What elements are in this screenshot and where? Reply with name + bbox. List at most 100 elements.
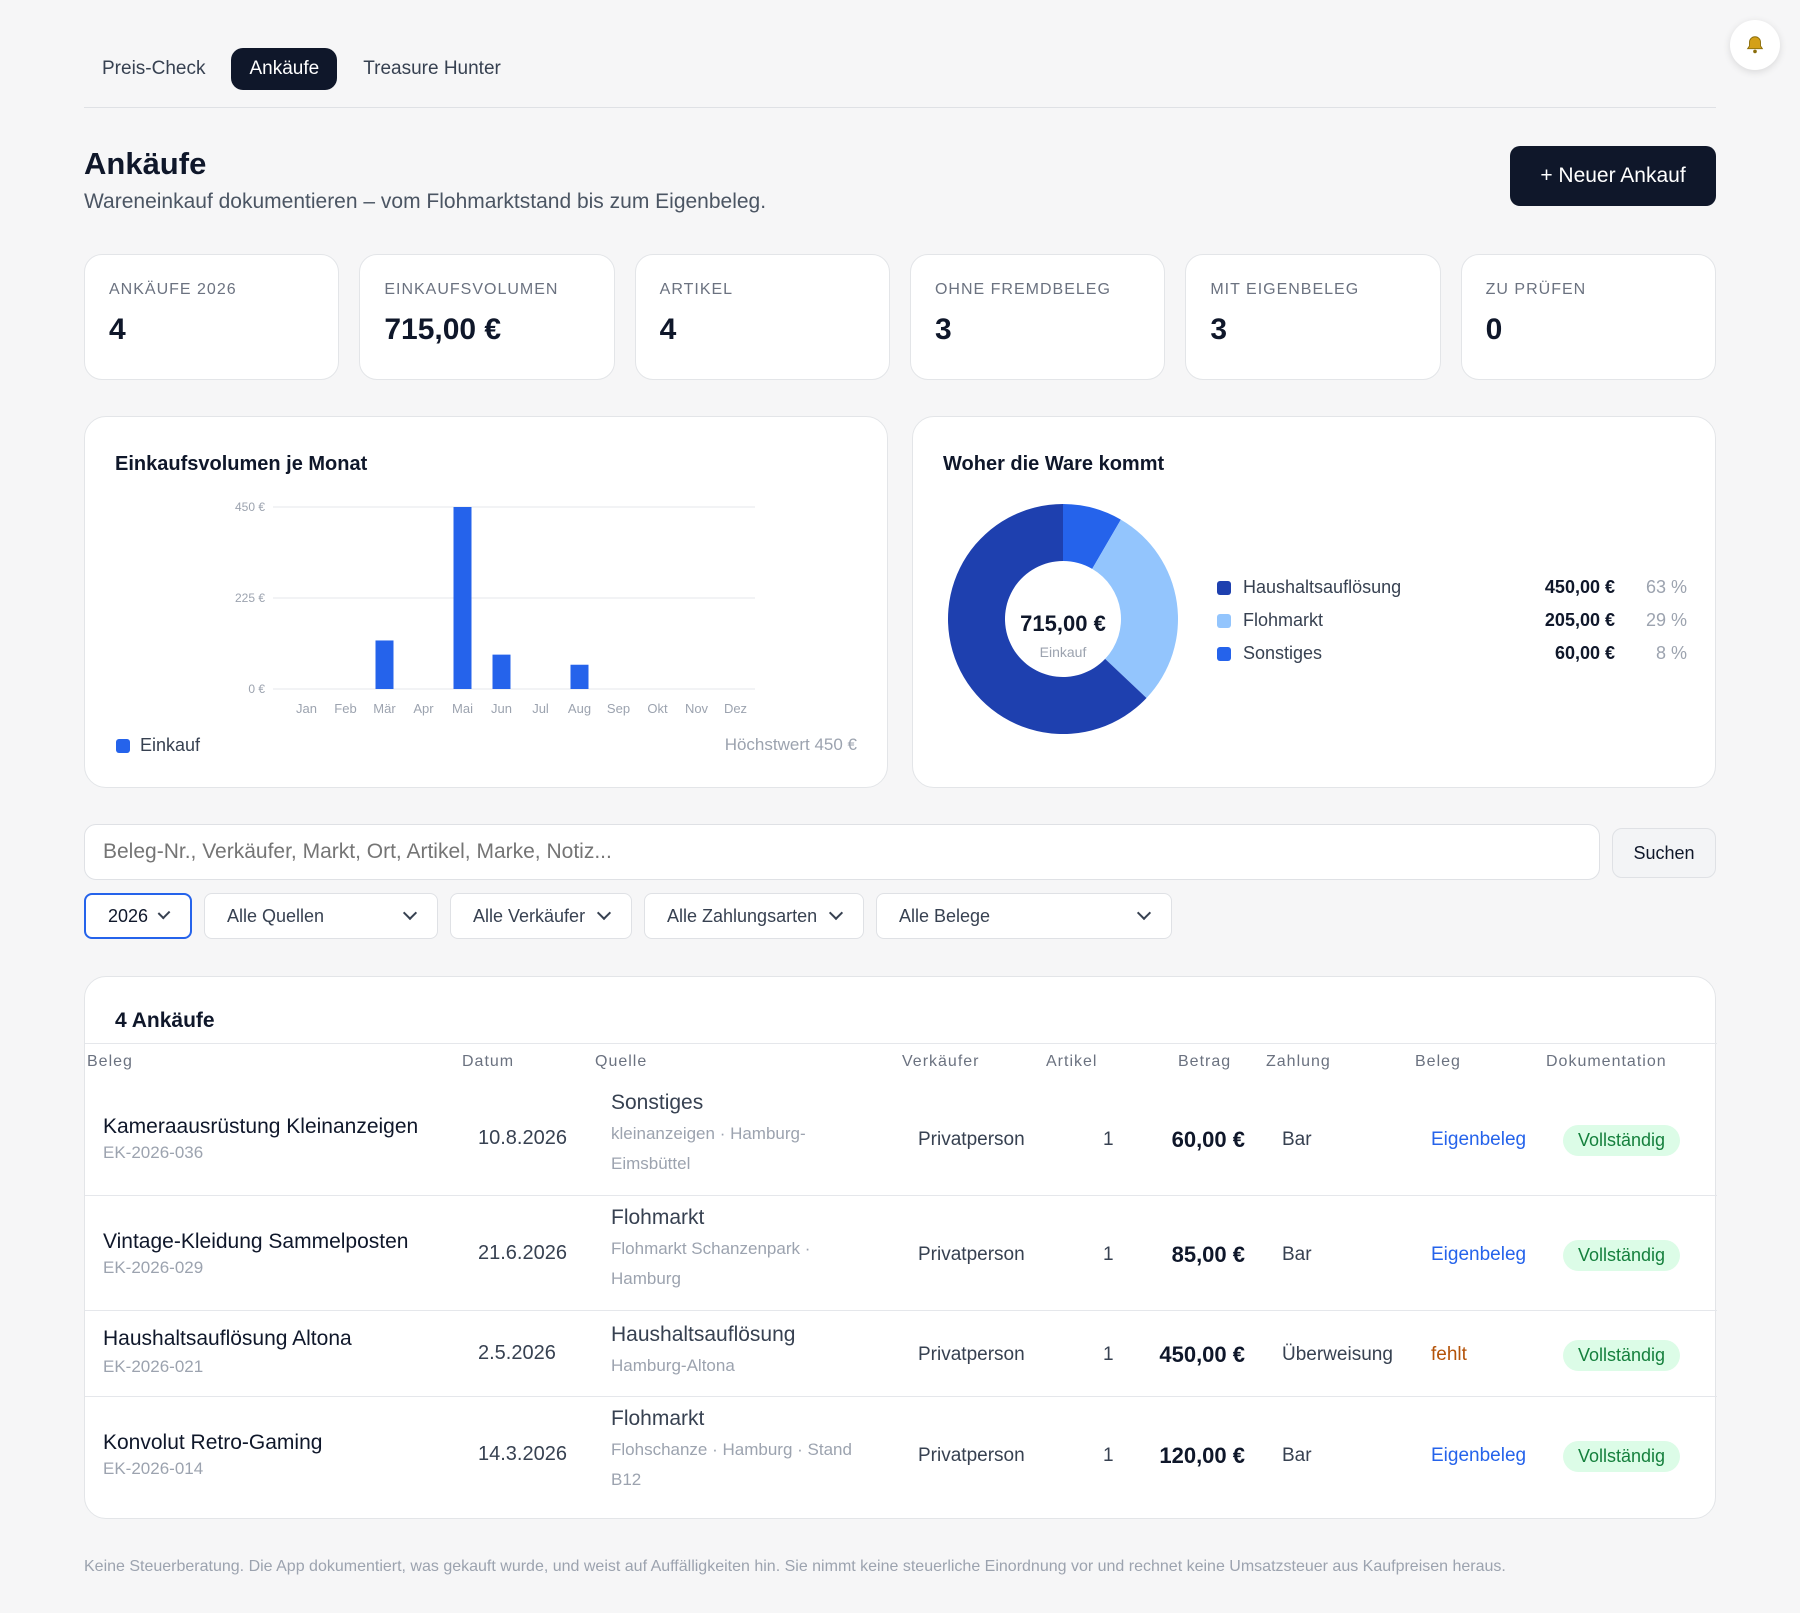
x-tick-label: Dez bbox=[724, 701, 747, 716]
th-beleg[interactable]: Beleg bbox=[87, 1053, 133, 1070]
year-select-value: 2026 bbox=[108, 905, 149, 926]
source-select[interactable]: Alle Quellen bbox=[204, 893, 438, 939]
source-donut-card: Woher die Ware kommt 715,00 € Einkauf Ha… bbox=[912, 416, 1716, 788]
row-receipt-link[interactable]: Eigenbeleg bbox=[1431, 1445, 1527, 1466]
donut-legend-pct: 29 % bbox=[1645, 610, 1687, 630]
row-seller: Privatperson bbox=[918, 1244, 1025, 1265]
donut-legend-value: 60,00 € bbox=[1554, 643, 1615, 663]
kpi-card: Ohne Fremdbeleg 3 bbox=[909, 254, 1166, 380]
x-tick-label: Nov bbox=[685, 701, 709, 716]
th-artikel[interactable]: Artikel bbox=[1046, 1053, 1098, 1070]
th-beleg-status[interactable]: Beleg bbox=[1415, 1053, 1461, 1070]
row-id: EK-2026-036 bbox=[103, 1143, 204, 1162]
table-row[interactable]: Haushaltsauflösung Altona EK-2026-021 2.… bbox=[85, 1310, 1717, 1396]
table-row[interactable]: Konvolut Retro-Gaming EK-2026-014 14.3.2… bbox=[85, 1396, 1717, 1511]
y-tick-label: 450 € bbox=[235, 500, 265, 514]
row-source: Flohmarkt bbox=[611, 1407, 705, 1430]
table-header-divider bbox=[85, 1043, 1717, 1044]
table-row[interactable]: Kameraausrüstung Kleinanzeigen EK-2026-0… bbox=[85, 1081, 1717, 1195]
th-quelle[interactable]: Quelle bbox=[595, 1053, 648, 1070]
x-tick-label: Apr bbox=[413, 701, 434, 716]
row-title: Kameraausrüstung Kleinanzeigen bbox=[103, 1115, 419, 1138]
kpi-label: Artikel bbox=[659, 281, 734, 298]
donut-slice-Flohmarkt bbox=[1092, 519, 1178, 699]
tab-treasure-hunter[interactable]: Treasure Hunter bbox=[363, 58, 501, 79]
page-subtitle: Wareneinkauf dokumentieren – vom Flohmar… bbox=[84, 190, 767, 213]
tab-bar: Preis-Check Ankäufe Treasure Hunter bbox=[84, 48, 519, 90]
legend-swatch bbox=[1217, 580, 1231, 595]
row-amount: 120,00 € bbox=[1159, 1443, 1245, 1468]
y-tick-label: 225 € bbox=[235, 591, 265, 605]
kpi-card: Artikel 4 bbox=[634, 254, 890, 380]
chevron-down-icon bbox=[1136, 905, 1152, 921]
donut-center-label: Einkauf bbox=[1040, 644, 1087, 660]
donut-legend: Haushaltsauflösung 450,00 € 63 % Flohmar… bbox=[1217, 571, 1687, 670]
source-select-value: Alle Quellen bbox=[227, 905, 325, 926]
seller-select[interactable]: Alle Verkäufer bbox=[450, 893, 632, 939]
payment-select[interactable]: Alle Zahlungsarten bbox=[644, 893, 864, 939]
chevron-down-icon bbox=[596, 905, 612, 921]
search-button[interactable]: Suchen bbox=[1612, 828, 1716, 878]
row-source: Sonstiges bbox=[611, 1091, 704, 1114]
new-purchase-button[interactable]: + Neuer Ankauf bbox=[1510, 146, 1716, 206]
chevron-down-icon bbox=[157, 906, 171, 920]
bar-Aug bbox=[570, 664, 589, 689]
kpi-label: Einkaufsvolumen bbox=[384, 281, 559, 298]
purchases-table-card: 4 Ankäufe Beleg Datum Quelle Verkäufer A… bbox=[84, 976, 1717, 1519]
th-dokumentation[interactable]: Dokumentation bbox=[1546, 1053, 1667, 1070]
row-seller: Privatperson bbox=[918, 1445, 1025, 1466]
row-items: 1 bbox=[1103, 1344, 1114, 1365]
row-items: 1 bbox=[1103, 1244, 1114, 1265]
disclaimer: Keine Steuerberatung. Die App dokumentie… bbox=[84, 1558, 1506, 1575]
th-verkaeufer[interactable]: Verkäufer bbox=[902, 1053, 980, 1070]
row-payment: Überweisung bbox=[1282, 1344, 1393, 1365]
row-receipt-missing: fehlt bbox=[1431, 1344, 1467, 1365]
donut-legend-item: Sonstiges 60,00 € 8 % bbox=[1217, 637, 1687, 670]
row-payment: Bar bbox=[1282, 1244, 1312, 1265]
chevron-down-icon bbox=[402, 905, 418, 921]
bar-chart: 0 € 225 € 450 € Jan Feb Mär Apr Mai Jun Jul Aug Sep… bbox=[235, 500, 755, 716]
x-tick-label: Jan bbox=[296, 701, 317, 716]
row-amount: 60,00 € bbox=[1171, 1127, 1245, 1152]
kpi-value: 3 bbox=[934, 313, 952, 346]
x-tick-label: Jul bbox=[532, 701, 549, 716]
x-tick-label: Mär bbox=[373, 701, 396, 716]
th-betrag[interactable]: Betrag bbox=[1178, 1053, 1232, 1070]
status-badge: Vollständig bbox=[1563, 1441, 1681, 1472]
filter-bar: 2026 Alle Quellen Alle Verkäufer Alle Za… bbox=[84, 893, 1172, 939]
tab-preis-check[interactable]: Preis-Check bbox=[102, 58, 206, 79]
th-datum[interactable]: Datum bbox=[462, 1053, 515, 1070]
kpi-label: Mit Eigenbeleg bbox=[1210, 281, 1360, 298]
table-row[interactable]: Vintage-Kleidung Sammelposten EK-2026-02… bbox=[85, 1195, 1717, 1310]
kpi-label: Ohne Fremdbeleg bbox=[934, 281, 1111, 298]
th-zahlung[interactable]: Zahlung bbox=[1266, 1053, 1331, 1070]
donut-legend-name: Sonstiges bbox=[1243, 643, 1323, 663]
donut-chart: 715,00 € Einkauf bbox=[947, 504, 1178, 734]
row-date: 14.3.2026 bbox=[478, 1443, 567, 1465]
tab-ankaeufe[interactable]: Ankäufe bbox=[231, 48, 338, 90]
search-input[interactable] bbox=[84, 824, 1600, 880]
row-id: EK-2026-029 bbox=[103, 1258, 204, 1277]
bar-legend-label: Einkauf bbox=[140, 735, 201, 755]
payment-select-value: Alle Zahlungsarten bbox=[667, 905, 818, 926]
donut-legend-value: 450,00 € bbox=[1544, 577, 1615, 597]
receipt-select[interactable]: Alle Belege bbox=[876, 893, 1172, 939]
kpi-card: Einkaufsvolumen 715,00 € bbox=[359, 254, 615, 380]
notification-bell-button[interactable] bbox=[1730, 20, 1780, 70]
kpi-value: 3 bbox=[1210, 313, 1227, 346]
monthly-volume-card: Einkaufsvolumen je Monat 0 € 225 € 450 € Ja… bbox=[84, 416, 888, 788]
row-amount: 450,00 € bbox=[1159, 1342, 1245, 1367]
kpi-card: Zu prüfen 0 bbox=[1460, 254, 1716, 380]
bar-Jun bbox=[492, 654, 511, 689]
row-receipt-link[interactable]: Eigenbeleg bbox=[1431, 1129, 1527, 1150]
kpi-row: Ankäufe 2026 4 Einkaufsvolumen 715,00 € Ar… bbox=[84, 254, 1716, 380]
status-badge: Vollständig bbox=[1563, 1125, 1681, 1156]
donut-legend-value: 205,00 € bbox=[1544, 610, 1615, 630]
x-tick-label: Mai bbox=[452, 701, 473, 716]
donut-slice-Haushaltsauflösung bbox=[947, 504, 1147, 734]
year-select[interactable]: 2026 bbox=[84, 893, 192, 939]
donut-legend-item: Flohmarkt 205,00 € 29 % bbox=[1217, 604, 1687, 637]
row-receipt-link[interactable]: Eigenbeleg bbox=[1431, 1244, 1527, 1265]
kpi-value: 4 bbox=[109, 313, 126, 346]
donut-legend-name: Haushaltsauflösung bbox=[1243, 577, 1402, 597]
